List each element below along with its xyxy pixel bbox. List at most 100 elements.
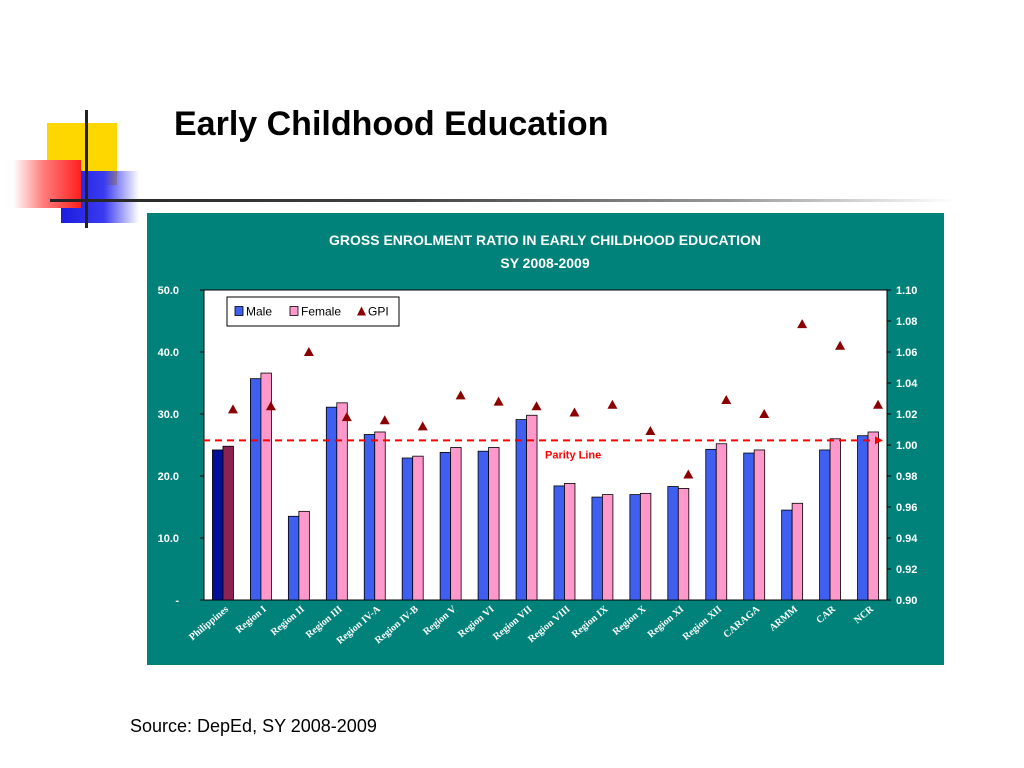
bar-male	[743, 452, 755, 601]
gpi-marker	[835, 340, 846, 350]
bar-male	[250, 378, 262, 601]
gpi-marker	[303, 347, 314, 356]
gpi-marker	[683, 469, 694, 479]
right-axis-tick-label: 1.10	[896, 285, 917, 297]
bar-male	[629, 494, 641, 601]
x-axis-label: NCR	[852, 603, 876, 626]
bar-female	[336, 402, 348, 601]
bar-male	[363, 434, 376, 601]
parity-line-group: Parity Line	[203, 436, 883, 461]
bar-female	[412, 455, 424, 601]
bar-male	[553, 485, 565, 601]
bar-male	[325, 406, 338, 601]
gpi-marker	[455, 390, 466, 400]
bar-female	[602, 494, 614, 601]
x-axis-label: CARAGA	[721, 603, 762, 640]
right-axis-tick-label: 0.94	[896, 533, 918, 545]
bar-female	[450, 447, 462, 601]
left-axis-tick-label: 10.0	[158, 533, 179, 545]
bar-female	[222, 445, 234, 601]
bar-male	[401, 457, 414, 601]
legend-label: Female	[301, 305, 341, 319]
gpi-marker	[379, 415, 390, 425]
gpi-marker	[265, 401, 276, 411]
parity-line-arrow	[875, 436, 883, 445]
gpi-marker	[645, 426, 656, 436]
gpi-series	[227, 319, 884, 479]
gpi-marker	[607, 399, 618, 409]
gpi-marker	[569, 407, 580, 417]
gpi-marker	[721, 395, 732, 405]
bar-male	[705, 448, 717, 601]
slide-title: Early Childhood Education	[174, 105, 609, 143]
bar-series	[212, 372, 879, 601]
gpi-marker	[873, 399, 884, 409]
bar-male	[857, 435, 869, 601]
x-axis-label: CAR	[814, 603, 838, 626]
bar-female	[374, 431, 386, 601]
left-axis-tick-label: 50.0	[158, 285, 179, 297]
bar-female	[639, 492, 652, 601]
x-axis-label: Region IX	[570, 603, 611, 640]
gpi-marker	[797, 319, 808, 329]
bar-female	[753, 449, 766, 601]
gpi-marker	[341, 412, 352, 422]
right-axis-tick-label: 1.06	[896, 347, 917, 359]
x-axis-label: ARMM	[767, 604, 800, 634]
bar-female	[526, 414, 538, 601]
x-axis-label: Region XII	[681, 604, 725, 643]
bar-female	[260, 372, 272, 601]
x-axis-label: Region I	[234, 604, 269, 636]
legend: Male Female GPI	[226, 296, 400, 327]
right-axis-tick-label: 0.98	[896, 471, 917, 483]
right-axis-tick-label: 0.90	[896, 595, 917, 607]
bar-female	[298, 510, 310, 601]
bar-female	[867, 431, 879, 601]
right-axis-tick-label: 0.92	[896, 564, 917, 576]
bar-male	[591, 496, 603, 601]
gpi-marker	[417, 421, 428, 431]
legend-label: GPI	[368, 305, 389, 319]
legend-swatch-male	[234, 306, 244, 316]
decor-horizontal-rule	[50, 199, 955, 202]
left-axis-tick-label: 30.0	[158, 409, 179, 421]
bar-male	[781, 509, 793, 601]
bar-female	[791, 502, 804, 601]
bar-male	[477, 450, 489, 601]
parity-line-label: Parity Line	[545, 449, 601, 461]
x-axis-label: Region VIII	[526, 604, 572, 645]
x-axis-label: Region V	[421, 603, 459, 637]
chart-subtitle: SY 2008-2009	[500, 255, 589, 271]
gpi-marker	[227, 404, 238, 414]
legend-swatch-female	[289, 306, 299, 316]
bar-male	[212, 449, 224, 601]
bar-female	[677, 487, 690, 601]
bar-male	[439, 452, 452, 601]
legend-label: Male	[246, 305, 272, 319]
x-axis-label: Philippines	[187, 604, 231, 643]
right-axis-tick-label: 1.08	[896, 316, 917, 328]
left-axis: - 10.0 20.0 30.0 40.0 50.0	[158, 285, 204, 607]
right-axis-tick-label: 0.96	[896, 502, 917, 514]
right-axis-tick-label: 1.02	[896, 409, 917, 421]
bar-female	[829, 438, 841, 601]
bar-female	[488, 447, 500, 601]
bar-male	[515, 419, 527, 601]
bar-female	[564, 483, 576, 601]
bar-male	[819, 449, 831, 601]
right-axis: 0.90 0.92 0.94 0.96 0.98 1.00 1.02 1.04 1.06 1.08…	[887, 285, 918, 607]
bar-female	[715, 443, 728, 601]
decor-vertical-line	[85, 110, 88, 228]
chart-title: GROSS ENROLMENT RATIO IN EARLY CHILDHOOD…	[329, 232, 761, 248]
right-axis-tick-label: 1.00	[896, 440, 917, 452]
chart-panel: GROSS ENROLMENT RATIO IN EARLY CHILDHOOD…	[147, 213, 944, 665]
bar-male	[667, 486, 679, 601]
x-axis-label: Region X	[611, 603, 649, 637]
left-axis-tick-label: 40.0	[158, 347, 179, 359]
left-axis-tick-label: -	[175, 595, 179, 607]
bar-male	[287, 515, 300, 601]
gpi-marker	[493, 396, 504, 406]
gpi-marker	[531, 401, 542, 411]
gpi-marker	[759, 409, 770, 418]
